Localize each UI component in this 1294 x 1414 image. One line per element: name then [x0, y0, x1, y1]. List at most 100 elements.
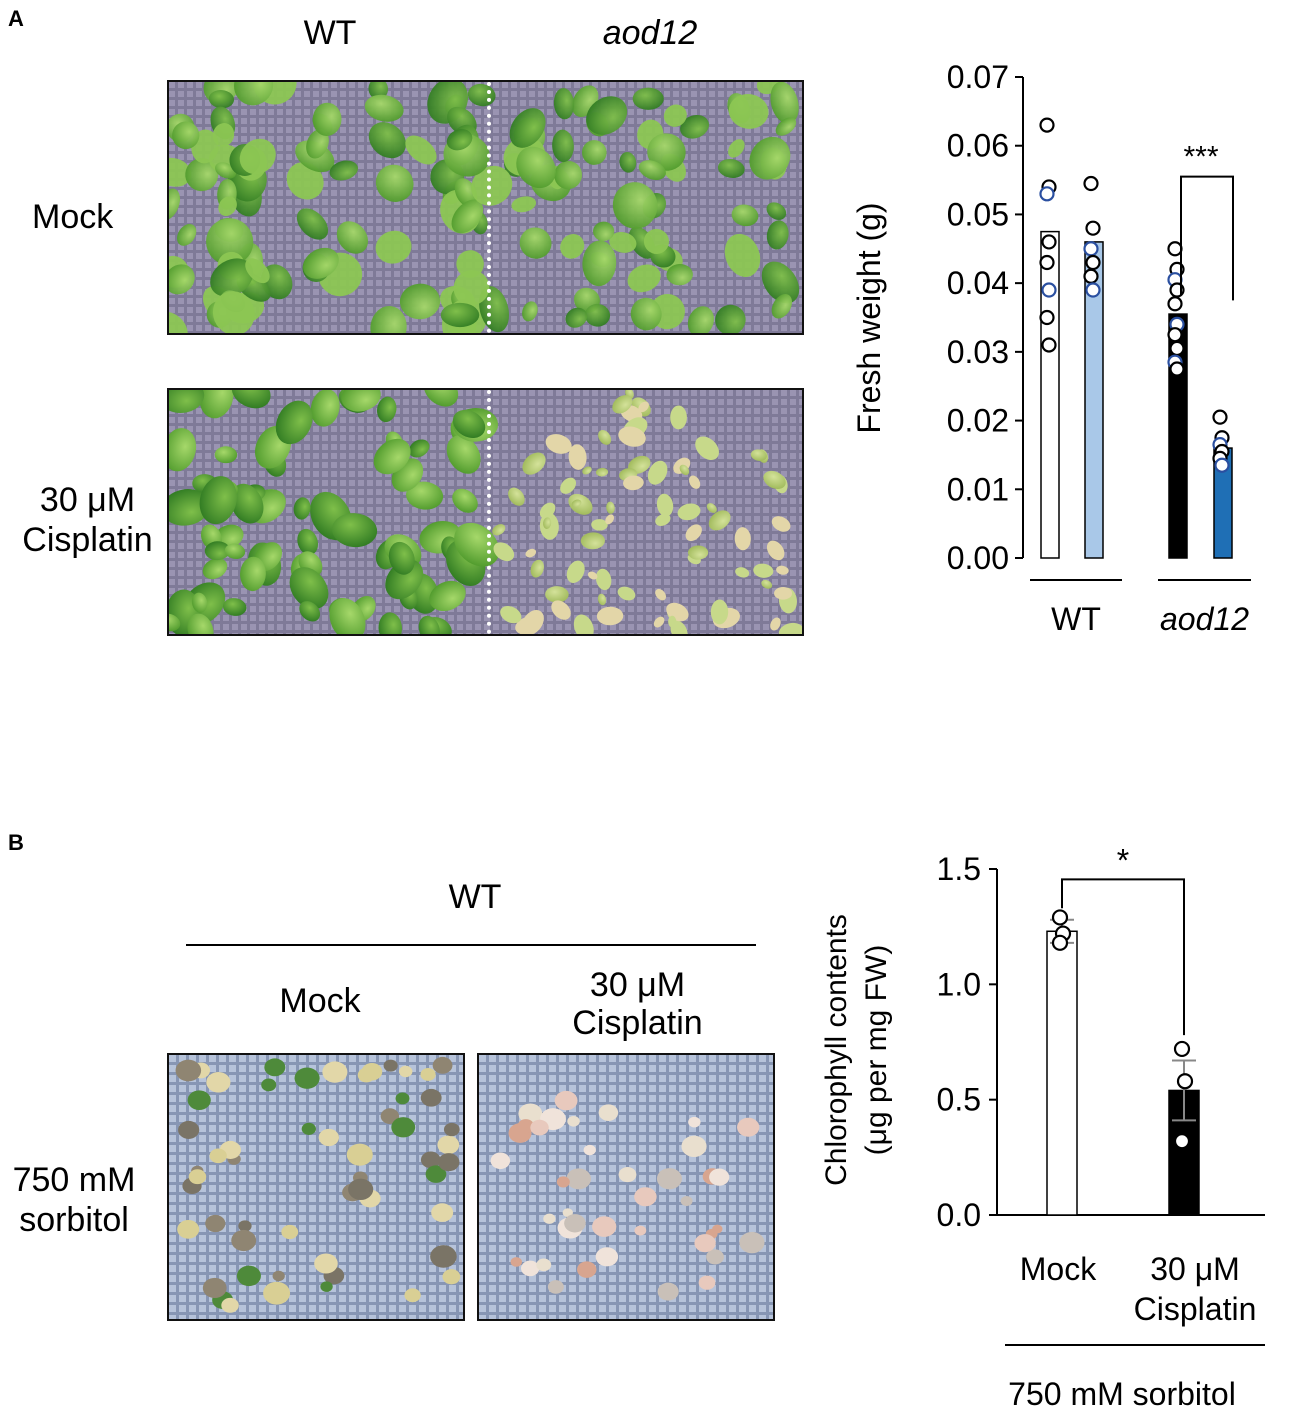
leaf-shape [329, 160, 358, 181]
significance-marker: *** [1183, 140, 1218, 173]
photo-mock-sorbitol [167, 1053, 465, 1321]
plant-image-mock [169, 82, 802, 333]
leaf-shape [206, 218, 254, 266]
leaf-shape [617, 586, 636, 601]
column-label-cisplatin: 30 μM Cisplatin [550, 966, 725, 1042]
leaf-shape [451, 199, 484, 234]
data-point [1214, 457, 1230, 473]
leaf-shape [296, 208, 329, 240]
significance-bracket [1180, 175, 1234, 301]
seedling-leaf [706, 1249, 724, 1265]
leaf-shape [208, 90, 235, 109]
leaf-shape [293, 497, 311, 520]
leaf-shape [452, 488, 478, 513]
leaf-shape [761, 261, 800, 304]
seedling-leaf [443, 1122, 460, 1137]
y-tick-label: 0.06 [947, 128, 1009, 164]
leaf-shape [632, 87, 664, 110]
leaf-shape [545, 586, 569, 603]
leaf-shape [685, 524, 702, 542]
leaf-shape [586, 96, 628, 135]
seedling-leaf [583, 1144, 596, 1156]
leaf-shape [539, 502, 556, 519]
y-tick-label: 1.0 [937, 966, 981, 1002]
seedling-leaf [709, 1168, 730, 1186]
leaf-shape [202, 558, 228, 580]
seedling-leaf [567, 1115, 580, 1127]
seedling-leaf [698, 1275, 716, 1290]
column-label-cisplatin-line2: Cisplatin [572, 1004, 703, 1042]
leaf-shape [222, 598, 247, 616]
leaf-shape [297, 528, 319, 555]
seedling-leaf [318, 1128, 340, 1147]
leaf-shape [187, 613, 214, 634]
seedling-leaf [577, 1261, 597, 1278]
column-label-aod12: aod12 [602, 14, 698, 52]
leaf-shape [677, 503, 701, 521]
bar [1040, 230, 1060, 559]
group-label: aod12 [1160, 601, 1249, 637]
y-axis-label-line1: Chlorophyll contents [820, 914, 853, 1186]
leaf-shape [368, 82, 389, 100]
leaf-shape [728, 93, 769, 129]
leaf-shape [210, 258, 254, 297]
plant-image-cisplatin-sorbitol [479, 1055, 773, 1319]
leaf-shape [597, 593, 607, 606]
seedling-leaf [177, 1219, 200, 1239]
seedling-leaf [187, 1090, 211, 1111]
seedling-leaf [739, 1231, 765, 1254]
leaf-shape [440, 302, 480, 328]
y-tick-label: 0.0 [937, 1197, 981, 1233]
data-point [1039, 309, 1055, 326]
leaf-shape [453, 270, 490, 306]
row-label-cisplatin: 30 μM Cisplatin [20, 480, 155, 560]
leaf-shape [543, 517, 552, 529]
data-point [1041, 234, 1057, 250]
seedling-leaf [404, 1288, 421, 1303]
data-point [1039, 186, 1055, 202]
leaf-shape [573, 614, 594, 634]
leaf-shape [688, 475, 701, 489]
leaf-shape [299, 601, 321, 622]
leaf-shape [471, 165, 513, 206]
row-label-cisplatin-line2: Cisplatin [22, 521, 153, 559]
leaf-shape [310, 390, 340, 427]
seedling-leaf [517, 1119, 535, 1134]
leaf-shape [169, 264, 195, 295]
leaf-shape [312, 102, 342, 137]
leaf-shape [595, 568, 612, 591]
leaf-shape [750, 449, 767, 461]
seedling-leaf [556, 1176, 570, 1188]
leaf-shape [399, 283, 441, 320]
leaf-shape [511, 196, 537, 213]
leaf-shape [493, 542, 515, 562]
seedling-leaf [681, 1135, 707, 1158]
seedling-leaf [737, 1117, 760, 1137]
leaf-shape [638, 160, 666, 181]
leaf-shape [619, 151, 637, 173]
leaf-shape [565, 307, 588, 328]
seedling-leaf [530, 1119, 549, 1136]
leaf-shape [591, 519, 608, 531]
leaf-shape [234, 82, 274, 106]
leaf-shape [375, 230, 412, 264]
seedling-leaf [543, 1213, 556, 1224]
seedling-leaf [598, 1104, 619, 1121]
leaf-shape [710, 599, 729, 625]
panel-b-letter: B [8, 830, 24, 855]
leaf-shape [771, 516, 791, 532]
x-tick-label-cisplatin-line2: Cisplatin [1134, 1291, 1257, 1327]
data-point [1167, 296, 1183, 312]
leaf-shape [647, 460, 668, 485]
leaf-shape [370, 305, 407, 333]
leaf-shape [587, 571, 598, 580]
leaf-shape [695, 436, 720, 460]
data-point [1041, 282, 1057, 298]
leaf-shape [212, 123, 235, 147]
seedling-leaf [688, 1116, 701, 1128]
leaf-shape [331, 513, 378, 548]
seedling-leaf [205, 1214, 226, 1233]
data-point [1039, 117, 1055, 133]
photo-cisplatin-sorbitol [477, 1053, 775, 1321]
plant-image-mock-sorbitol [169, 1055, 463, 1319]
